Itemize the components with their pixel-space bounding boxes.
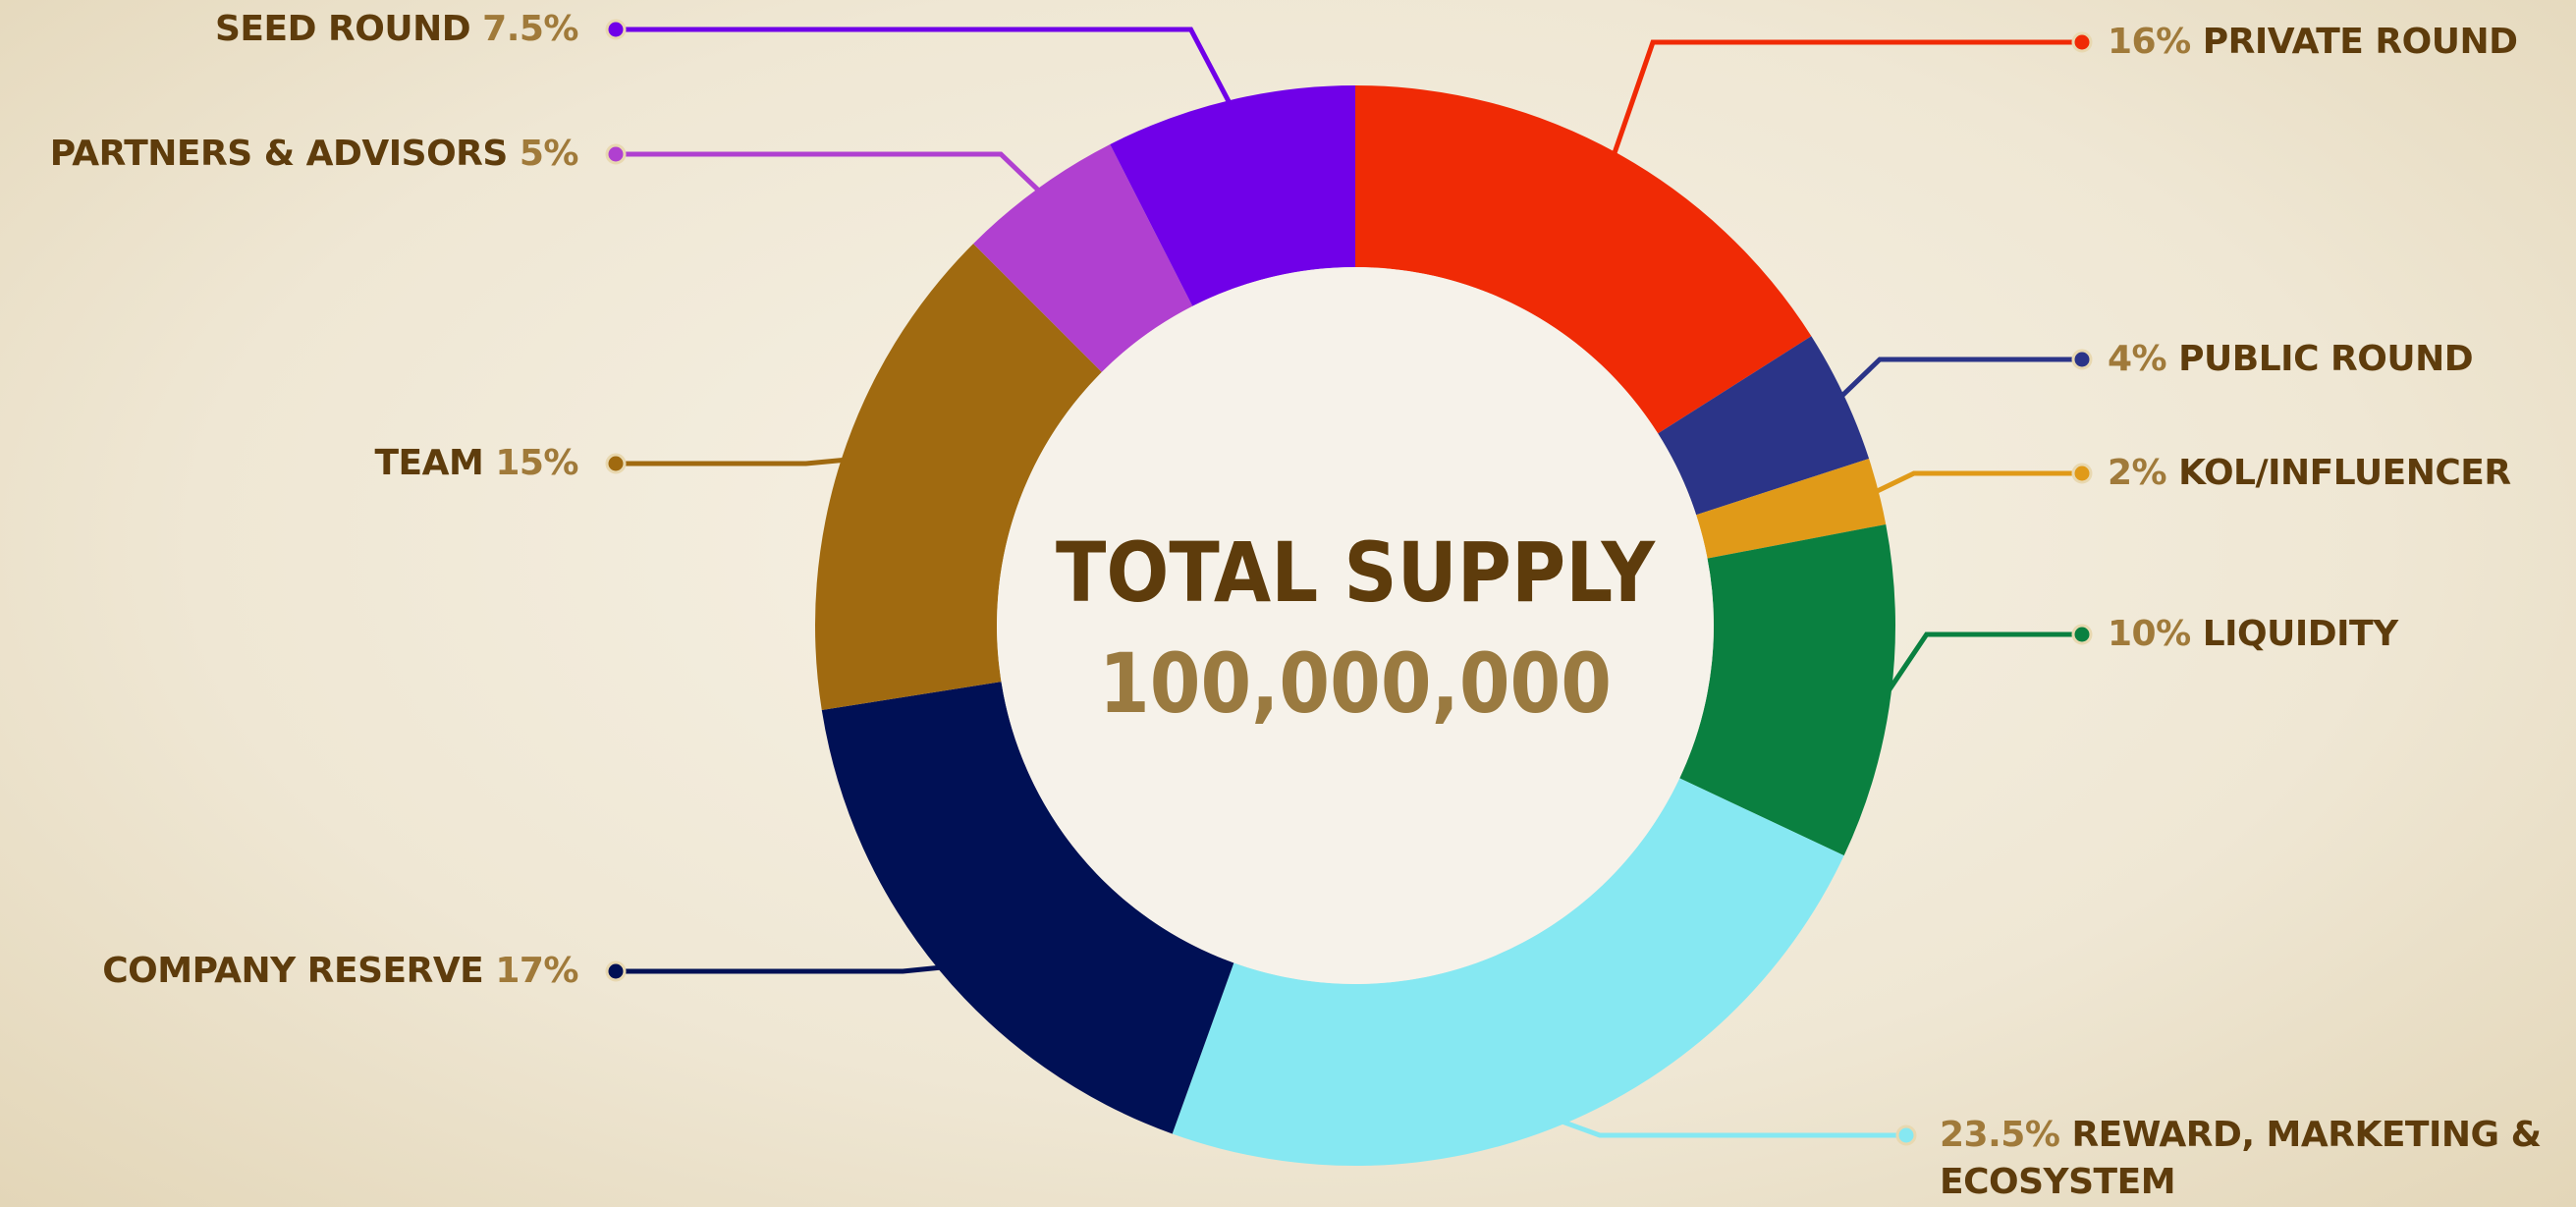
value-label: 23.5% (1940, 1115, 2060, 1155)
value-label: 4% (2108, 339, 2167, 379)
leader-dot (1895, 1125, 1917, 1146)
leader-dot (2071, 463, 2093, 484)
slice-label: 23.5% REWARD, MARKETING & ECOSYSTEM (1940, 1112, 2568, 1206)
leader-line (616, 151, 1042, 194)
category-label: COMPANY RESERVE (102, 951, 484, 991)
value-label: 2% (2108, 453, 2167, 493)
leader-dot (605, 19, 627, 40)
slice-label: 2% KOL/INFLUENCER (2108, 450, 2511, 497)
leader-dot (2071, 349, 2093, 370)
slice (1696, 459, 1887, 559)
leader-line (616, 964, 943, 974)
slice-label: TEAM 15% (374, 440, 578, 487)
slice-label: 10% LIQUIDITY (2108, 611, 2398, 658)
value-label: 15% (495, 443, 578, 483)
donut-hole (997, 267, 1714, 984)
leader-dot (2071, 31, 2093, 53)
category-label: SEED ROUND (215, 9, 471, 49)
value-label: 16% (2108, 22, 2191, 62)
leader-dot (605, 960, 627, 982)
slice (1658, 336, 1870, 516)
slice (815, 244, 1102, 711)
leader-line (1560, 1119, 1906, 1138)
category-label: LIQUIDITY (2202, 614, 2398, 654)
value-label: 17% (495, 951, 578, 991)
slice-label: 4% PUBLIC ROUND (2108, 336, 2474, 383)
slice-label: PARTNERS & ADVISORS 5% (49, 131, 579, 178)
slice-label: 16% PRIVATE ROUND (2108, 19, 2518, 66)
leader-line (1838, 357, 2082, 400)
leader-dot (2071, 624, 2093, 645)
leader-line (616, 27, 1233, 106)
center-value: 100,000,000 (1099, 635, 1612, 732)
slice (1355, 85, 1812, 434)
value-label: 10% (2108, 614, 2191, 654)
category-label: PARTNERS & ADVISORS (49, 134, 509, 174)
category-label: TEAM (374, 443, 484, 483)
slice-label: SEED ROUND 7.5% (215, 6, 578, 53)
leader-line (1873, 470, 2082, 495)
value-label: 5% (519, 134, 579, 174)
leader-line (1611, 39, 2082, 157)
category-label: KOL/INFLUENCER (2178, 453, 2511, 493)
leaders (605, 19, 2093, 1146)
slice (821, 682, 1234, 1134)
leader-line (1885, 631, 2082, 694)
leader-dot (605, 453, 627, 474)
center-title: TOTAL SUPPLY (1056, 524, 1656, 621)
slice-label: COMPANY RESERVE 17% (102, 948, 578, 995)
category-label: PUBLIC ROUND (2178, 339, 2474, 379)
slice (1110, 85, 1355, 306)
category-label: PRIVATE ROUND (2202, 22, 2518, 62)
slice (973, 143, 1193, 372)
slice (1172, 778, 1844, 1166)
category-label: REWARD, MARKETING & ECOSYSTEM (1940, 1115, 2542, 1202)
leader-dot (605, 143, 627, 165)
slice (1679, 523, 1895, 856)
donut (815, 85, 1895, 1166)
value-label: 7.5% (482, 9, 578, 49)
leader-line (616, 457, 846, 466)
